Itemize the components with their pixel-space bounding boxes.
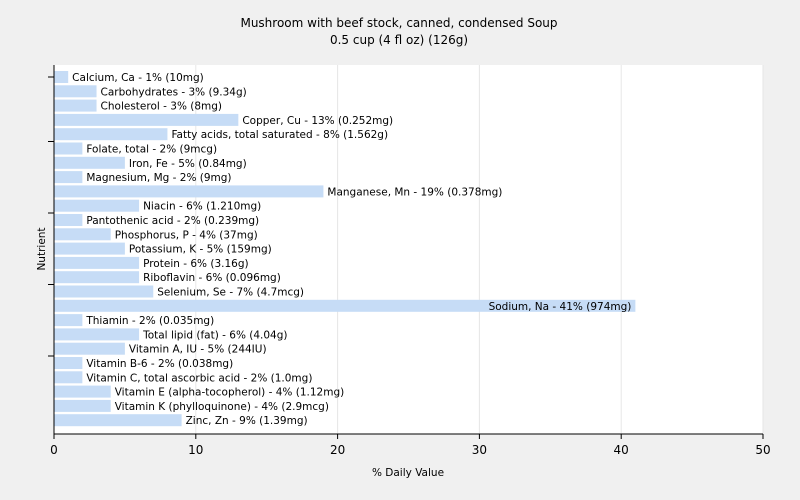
bar-label-13: Protein - 6% (3.16g) <box>143 258 249 270</box>
bar-2 <box>54 99 97 112</box>
bar-20 <box>54 357 83 369</box>
bar-22 <box>54 385 111 398</box>
bar-label-2: Cholesterol - 3% (8mg) <box>101 101 223 113</box>
bar-label-14: Riboflavin - 6% (0.096mg) <box>143 272 281 284</box>
bar-7 <box>54 171 83 184</box>
bar-label-19: Vitamin A, IU - 5% (244IU) <box>129 344 267 356</box>
bar-label-23: Vitamin K (phylloquinone) - 4% (2.9mcg) <box>115 401 329 413</box>
x-tick-label-5: 50 <box>755 443 770 457</box>
bar-24 <box>54 414 182 427</box>
bar-label-8: Manganese, Mn - 19% (0.378mg) <box>327 186 502 198</box>
x-axis-title: % Daily Value <box>372 467 444 479</box>
bar-label-0: Calcium, Ca - 1% (10mg) <box>72 72 204 84</box>
bar-21 <box>54 371 83 384</box>
bar-19 <box>54 342 125 355</box>
bar-4 <box>54 128 168 141</box>
bar-label-18: Total lipid (fat) - 6% (4.04g) <box>142 329 287 341</box>
grid-lines <box>195 65 764 434</box>
x-tick-label-0: 0 <box>50 443 58 457</box>
chart-subtitle: 0.5 cup (4 fl oz) (126g) <box>330 33 468 47</box>
bar-label-10: Pantothenic acid - 2% (0.239mg) <box>86 215 259 227</box>
bar-label-12: Potassium, K - 5% (159mg) <box>129 244 272 256</box>
bar-label-9: Niacin - 6% (1.210mg) <box>143 201 261 213</box>
bar-18 <box>54 328 140 341</box>
bar-17 <box>54 314 83 327</box>
bar-23 <box>54 399 111 412</box>
bar-5 <box>54 142 83 155</box>
x-tick-label-1: 10 <box>188 443 203 457</box>
bar-label-20: Vitamin B-6 - 2% (0.038mg) <box>86 358 233 370</box>
chart-title: Mushroom with beef stock, canned, conden… <box>240 16 557 30</box>
bar-label-16: Sodium, Na - 41% (974mg) <box>489 301 632 313</box>
bar-6 <box>54 156 125 169</box>
bar-9 <box>54 199 140 212</box>
bar-label-1: Carbohydrates - 3% (9.34g) <box>101 86 247 98</box>
bar-0 <box>54 71 69 83</box>
bar-12 <box>54 242 125 255</box>
bar-10 <box>54 214 83 226</box>
bar-11 <box>54 228 111 241</box>
bar-3 <box>54 113 239 126</box>
bar-14 <box>54 271 140 284</box>
bar-label-6: Iron, Fe - 5% (0.84mg) <box>129 158 247 170</box>
plot-area <box>54 65 763 434</box>
bar-label-24: Zinc, Zn - 9% (1.39mg) <box>186 415 308 427</box>
axes: 0 10 20 30 40 50 <box>48 65 771 457</box>
bars <box>54 71 636 427</box>
x-tick-label-2: 20 <box>330 443 345 457</box>
bar-1 <box>54 85 97 98</box>
bar-label-22: Vitamin E (alpha-tocopherol) - 4% (1.12m… <box>115 387 345 399</box>
bar-8 <box>54 185 324 198</box>
bar-13 <box>54 256 140 269</box>
y-axis-title: Nutrient <box>36 227 48 270</box>
bar-label-11: Phosphorus, P - 4% (37mg) <box>115 229 258 241</box>
bar-label-5: Folate, total - 2% (9mcg) <box>86 144 217 156</box>
bar-16 <box>54 299 636 312</box>
x-tick-label-4: 40 <box>614 443 629 457</box>
bar-label-15: Selenium, Se - 7% (4.7mcg) <box>157 287 304 299</box>
bar-label-21: Vitamin C, total ascorbic acid - 2% (1.0… <box>86 372 312 384</box>
bar-label-7: Magnesium, Mg - 2% (9mg) <box>86 172 231 184</box>
x-tick-label-3: 30 <box>472 443 487 457</box>
bar-label-4: Fatty acids, total saturated - 8% (1.562… <box>171 129 388 141</box>
bar-label-17: Thiamin - 2% (0.035mg) <box>85 315 214 327</box>
bar-labels: Calcium, Ca - 1% (10mg) Carbohydrates - 3… <box>72 72 631 427</box>
bar-label-3: Copper, Cu - 13% (0.252mg) <box>242 115 393 127</box>
bar-15 <box>54 285 154 298</box>
